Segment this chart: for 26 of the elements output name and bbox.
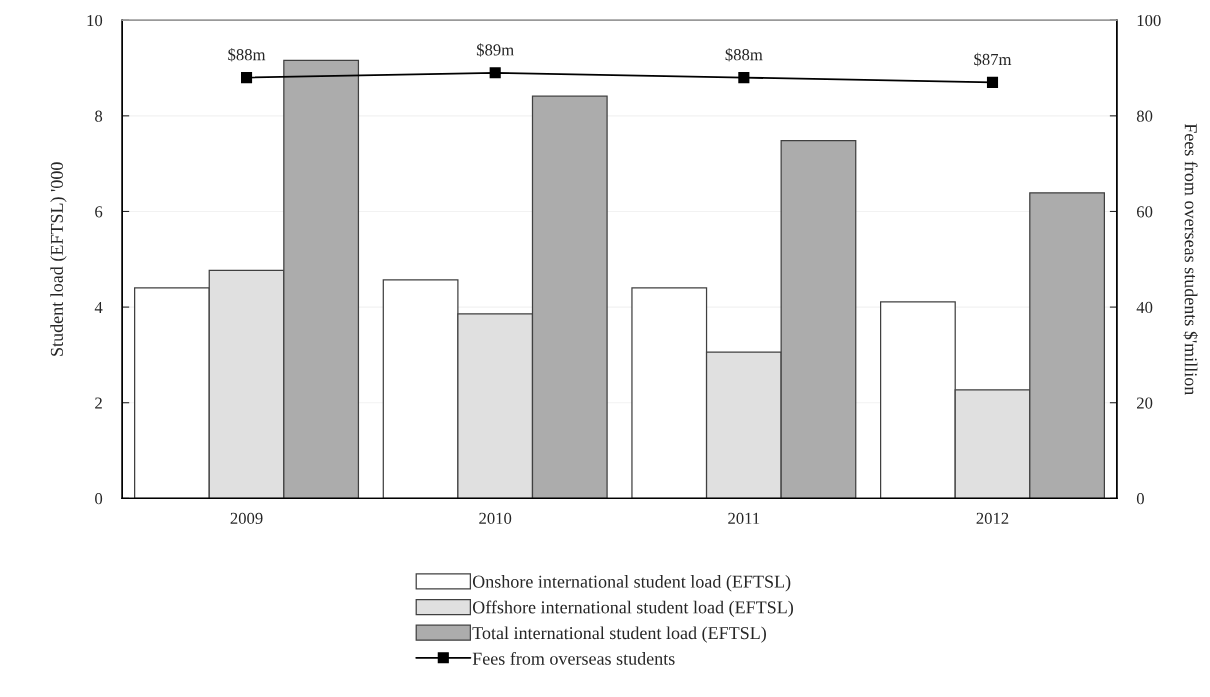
data-label: $89m xyxy=(476,43,514,57)
y2-tick-label: 40 xyxy=(1136,301,1153,314)
y2-axis-title: Fees from overseas students $'million xyxy=(1183,123,1198,396)
y-tick-label: 8 xyxy=(95,110,103,122)
x-tick-label: 2012 xyxy=(976,512,1009,524)
legend-label: Fees from overseas students xyxy=(472,651,675,665)
y-tick-label: 0 xyxy=(95,493,103,505)
y-tick-label: 10 xyxy=(87,14,103,27)
data-label: $87m xyxy=(974,52,1012,67)
y2-tick-label: 60 xyxy=(1136,206,1153,218)
data-label: $88m xyxy=(725,48,763,62)
legend-label: Total international student load (EFTSL) xyxy=(472,626,766,643)
data-label: $88m xyxy=(228,48,266,62)
y2-tick-label: 0 xyxy=(1136,493,1144,505)
y2-tick-label: 80 xyxy=(1136,110,1153,122)
legend-label: Offshore international student load (EFTSL) xyxy=(472,600,793,618)
y-tick-label: 2 xyxy=(95,397,102,409)
x-tick-label: 2011 xyxy=(728,512,760,524)
x-tick-label: 2010 xyxy=(479,512,512,524)
y2-tick-label: 20 xyxy=(1137,397,1153,409)
y-axis-title: Student load (EFTSL) '000 xyxy=(50,162,67,356)
legend-label: Onshore international student load (EFTSL) xyxy=(472,575,791,592)
y-tick-label: 6 xyxy=(95,206,103,218)
y-tick-label: 4 xyxy=(94,301,103,313)
y2-tick-label: 100 xyxy=(1137,14,1161,27)
x-tick-label: 2009 xyxy=(230,512,263,524)
